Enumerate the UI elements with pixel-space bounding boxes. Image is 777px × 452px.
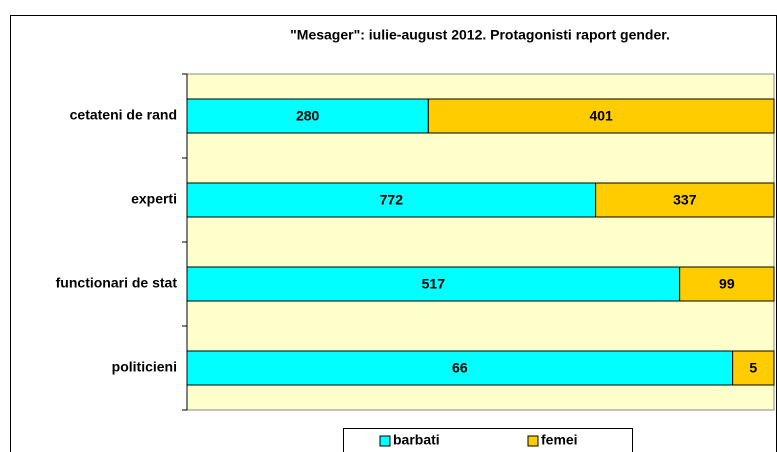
- y-tick-label: cetateni de rand: [70, 107, 177, 123]
- data-label: 280: [296, 108, 320, 124]
- y-tick-label: experti: [131, 191, 177, 207]
- chart-title: "Mesager": iulie-august 2012. Protagonis…: [290, 27, 670, 43]
- data-label: 337: [673, 192, 697, 208]
- data-label: 772: [380, 192, 404, 208]
- bar-segment: [186, 98, 429, 134]
- y-tick-label: politicieni: [112, 359, 177, 375]
- data-label: 99: [719, 276, 735, 292]
- legend-label: barbati: [393, 432, 440, 448]
- legend-swatch: [379, 435, 391, 447]
- data-label: 66: [452, 360, 468, 376]
- bar-segment: [186, 350, 734, 386]
- y-tick-label: functionari de stat: [56, 275, 178, 291]
- data-label: 5: [749, 360, 757, 376]
- legend-swatch: [527, 435, 539, 447]
- data-label: 401: [589, 108, 613, 124]
- bar-segment: [427, 98, 775, 134]
- legend-box: [343, 428, 633, 452]
- legend-label: femei: [541, 432, 578, 448]
- bar-segment: [732, 350, 775, 386]
- bar-segment: [679, 266, 775, 302]
- bar-segment: [186, 266, 681, 302]
- bar-segment: [186, 182, 597, 218]
- bar-segment: [595, 182, 775, 218]
- data-label: 517: [422, 276, 446, 292]
